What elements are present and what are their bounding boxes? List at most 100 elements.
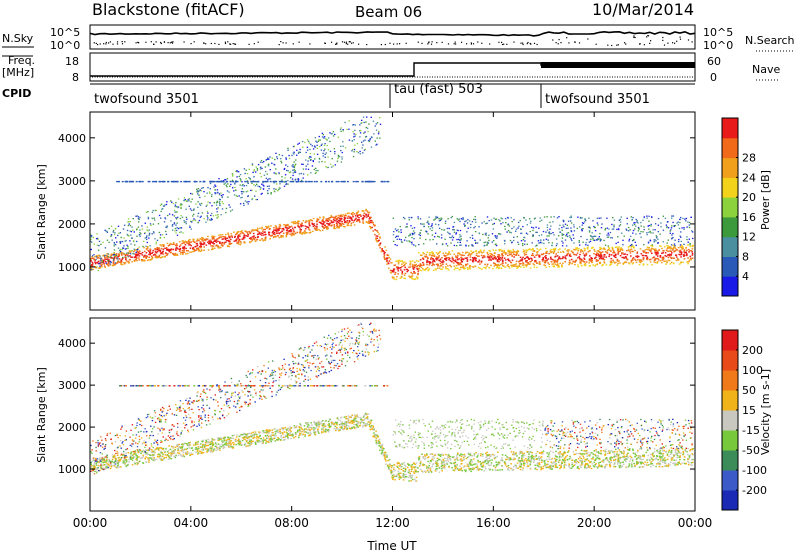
echo-cell: [149, 254, 151, 256]
echo-cell: [197, 221, 199, 223]
echo-cell: [324, 161, 326, 163]
echo-cell: [355, 217, 357, 220]
echo-cell: [513, 253, 516, 256]
echo-cell: [176, 211, 178, 213]
echo-cell: [638, 228, 640, 230]
echo-cell: [166, 249, 168, 251]
echo-cell: [260, 159, 263, 162]
echo-cell: [104, 257, 106, 259]
echo-cell: [475, 242, 477, 244]
echo-cell: [630, 248, 632, 251]
echo-cell: [200, 245, 203, 247]
echo-cell: [108, 241, 110, 244]
echo-cell: [623, 235, 625, 237]
echo-cell: [125, 452, 127, 454]
echo-cell: [554, 263, 557, 265]
echo-cell: [505, 222, 507, 224]
echo-cell: [207, 212, 209, 214]
echo-cell: [118, 232, 120, 234]
echo-cell: [567, 252, 569, 255]
noise-search-dot: [366, 44, 368, 46]
echo-cell: [297, 224, 299, 226]
echo-cell: [187, 239, 190, 241]
echo-cell: [460, 254, 463, 256]
echo-cell: [287, 231, 289, 234]
echo-cell: [256, 168, 259, 170]
echo-cell: [614, 246, 617, 248]
echo-cell: [273, 190, 275, 192]
echo-cell: [243, 242, 246, 244]
echo-cell: [226, 245, 229, 248]
echo-cell: [197, 193, 199, 195]
echo-cell: [181, 251, 184, 254]
echo-cell: [355, 133, 357, 135]
echo-cell: [321, 229, 324, 231]
echo-cell: [261, 226, 263, 229]
echo-cell: [95, 256, 98, 258]
echo-cell: [479, 267, 481, 270]
echo-cell: [231, 236, 234, 238]
echo-cell: [103, 260, 105, 262]
echo-cell: [369, 226, 372, 228]
echo-cell: [362, 210, 365, 212]
echo-cell: [316, 218, 319, 220]
echo-cell: [503, 249, 505, 252]
echo-cell: [215, 239, 218, 241]
echo-cell: [480, 462, 482, 465]
echo-cell: [314, 158, 316, 160]
echo-cell: [640, 231, 642, 233]
echo-cell: [642, 231, 644, 233]
echo-cell: [175, 246, 178, 248]
echo-cell: [532, 234, 534, 236]
echo-cell: [466, 257, 469, 259]
echo-cell: [215, 241, 218, 243]
noise-search-dot: [501, 43, 504, 46]
echo-cell: [183, 248, 185, 250]
noise-search-dot: [399, 43, 401, 45]
echo-cell: [305, 422, 307, 424]
echo-cell: [435, 263, 438, 266]
echo-cell: [302, 177, 304, 179]
echo-cell: [432, 260, 435, 262]
echo-cell: [498, 249, 500, 251]
echo-cell: [636, 252, 639, 254]
echo-cell: [687, 221, 689, 223]
echo-cell: [655, 237, 658, 239]
echo-cell: [507, 224, 509, 226]
echo-cell: [91, 264, 93, 266]
echo-cell: [144, 222, 146, 224]
echo-cell: [406, 268, 409, 271]
echo-cell: [205, 238, 207, 240]
echo-cell: [151, 257, 154, 259]
echo-cell: [174, 205, 176, 208]
echo-cell: [240, 433, 242, 436]
echo-cell: [613, 261, 615, 263]
echo-cell: [518, 265, 521, 267]
echo-cell: [266, 185, 269, 187]
echo-cell: [354, 144, 356, 146]
echo-cell: [146, 241, 148, 244]
echo-cell: [515, 263, 517, 265]
echo-cell: [334, 227, 336, 230]
echo-cell: [254, 180, 257, 183]
echo-cell: [667, 256, 670, 259]
echo-cell: [562, 220, 565, 223]
echo-cell: [210, 219, 212, 221]
echo-cell: [222, 244, 224, 247]
echo-cell: [462, 251, 464, 254]
echo-cell: [458, 264, 460, 266]
beam-title: Beam 06: [355, 3, 422, 21]
echo-cell: [685, 463, 687, 465]
echo-cell: [620, 248, 622, 251]
echo-cell: [167, 180, 169, 183]
echo-cell: [439, 219, 441, 221]
echo-cell: [164, 252, 167, 254]
echo-cell: [249, 232, 251, 235]
echo-cell: [623, 262, 626, 264]
echo-cell: [295, 180, 298, 183]
echo-cell: [642, 219, 644, 221]
echo-cell: [554, 260, 557, 263]
echo-cell: [581, 250, 583, 252]
echo-cell: [634, 222, 636, 224]
echo-cell: [133, 248, 135, 250]
